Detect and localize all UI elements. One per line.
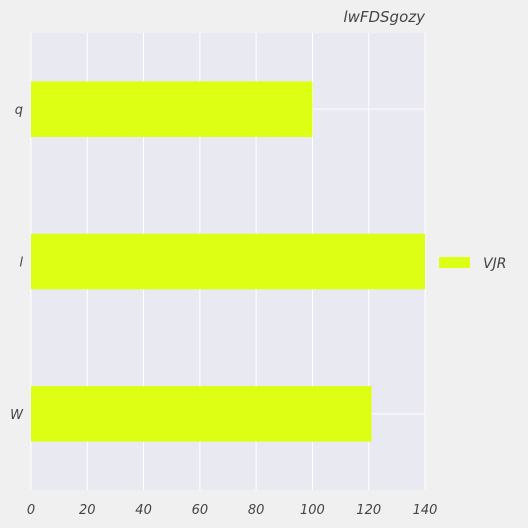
- bar-l: [31, 234, 425, 290]
- bar-W: [31, 386, 372, 442]
- x-tick-label-0: 0: [27, 503, 35, 518]
- legend-label-vjr: VJR: [483, 256, 506, 272]
- x-axis-ticks: 0 20 40 60 80 100 120 140: [27, 503, 438, 518]
- x-tick-label-7: 140: [413, 503, 438, 518]
- x-tick-label-4: 80: [248, 503, 265, 518]
- x-tick-label-6: 120: [356, 503, 381, 518]
- category-label-q: q: [15, 103, 23, 118]
- x-tick-label-1: 20: [79, 503, 96, 518]
- chart-title: lwFDSgozy: [343, 8, 426, 26]
- bar-q: [31, 81, 312, 137]
- legend: VJR: [439, 256, 506, 272]
- category-label-W: W: [10, 408, 24, 423]
- y-axis-categories: q l W: [10, 103, 24, 423]
- x-tick-label-2: 40: [135, 503, 152, 518]
- legend-swatch-vjr: [439, 257, 470, 268]
- x-tick-label-3: 60: [192, 503, 209, 518]
- category-label-l: l: [19, 256, 23, 271]
- x-tick-label-5: 100: [300, 503, 325, 518]
